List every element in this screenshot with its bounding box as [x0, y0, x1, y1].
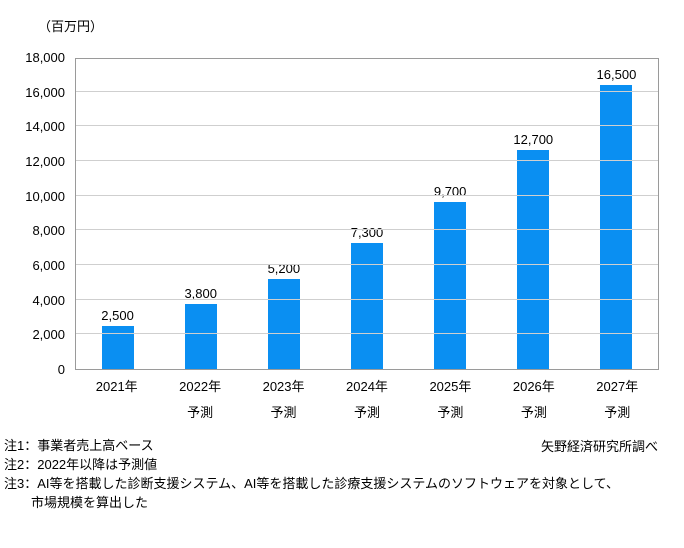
- gridline: [76, 333, 658, 335]
- bar-value-label: 2,500: [101, 307, 134, 323]
- x-tick-label: 2026年予測: [492, 376, 575, 421]
- x-tick-year: 2021年: [95, 379, 138, 394]
- bar-value-label: 12,700: [513, 132, 554, 148]
- x-tick-label: 2024年予測: [325, 376, 408, 421]
- bar-slot: 16,500: [575, 59, 658, 369]
- x-tick-forecast: 予測: [270, 405, 297, 420]
- y-tick-label: 2,000: [32, 327, 65, 343]
- bar-value-label: 9,700: [433, 183, 467, 199]
- plot-area: 2,500 3,800 5,200 7,300 9,700 12,700 16,500: [75, 58, 659, 370]
- x-tick-label: 2021年: [75, 376, 158, 421]
- bar-value-label: 5,200: [267, 261, 301, 277]
- y-tick-label: 14,000: [25, 119, 65, 135]
- bar-slot: 5,200: [242, 59, 325, 369]
- bar: [350, 243, 383, 369]
- footnote-3-continued: 市場規模を算出した: [31, 495, 149, 510]
- x-tick-year: 2026年: [512, 379, 555, 394]
- bar-slot: 12,700: [492, 59, 575, 369]
- bar: [600, 84, 633, 369]
- bar-slot: 9,700: [409, 59, 492, 369]
- bars-layer: 2,500 3,800 5,200 7,300 9,700 12,700 16,500: [76, 59, 658, 369]
- x-tick-forecast: 予測: [353, 405, 380, 420]
- x-tick-label: 2023年予測: [242, 376, 325, 421]
- bar: [101, 325, 134, 369]
- y-tick-label: 6,000: [32, 258, 65, 273]
- x-axis-labels: 2021年 2022年 予測 2023年 予測 2024年 予測 2025年 予測 2026年 予測…: [75, 376, 659, 421]
- y-tick-label: 8,000: [32, 223, 65, 239]
- x-tick-year: 2024年: [346, 379, 388, 394]
- x-tick-forecast: 予測: [520, 405, 547, 420]
- y-tick-label: 18,000: [25, 50, 65, 65]
- gridline: [76, 125, 658, 127]
- x-tick-forecast: 予測: [437, 405, 464, 420]
- x-tick-forecast: 予測: [187, 405, 214, 420]
- y-tick-label: 12,000: [25, 154, 65, 169]
- bar-value-label: 16,500: [596, 66, 637, 82]
- x-tick-label: 2022年予測: [158, 376, 241, 421]
- gridline: [76, 229, 658, 231]
- gridline: [76, 90, 658, 92]
- gridline: [76, 264, 658, 265]
- x-tick-year: 2025年: [429, 379, 472, 394]
- footnote-3: 注3：AI等を搭載した診断支援システム、AI等を搭載した診療支援システムのソフト…: [4, 476, 619, 491]
- bar-slot: 7,300: [325, 59, 408, 369]
- y-tick-label: 10,000: [25, 188, 65, 204]
- y-axis-unit-label: （百万円）: [38, 19, 104, 34]
- bar-slot: 3,800: [159, 59, 242, 369]
- x-tick-label: 2027年予測: [576, 376, 659, 421]
- bar: [267, 279, 300, 369]
- x-tick-label: 2025年予測: [409, 376, 492, 421]
- footnotes: 注1：事業者売上高ベース 注2：2022年以降は予測値 注3：AI等を搭載した診…: [4, 436, 619, 512]
- bar-value-label: 3,800: [184, 285, 217, 301]
- y-tick-label: 4,000: [32, 292, 65, 308]
- gridline: [76, 298, 658, 300]
- x-tick-forecast: 予測: [604, 405, 631, 420]
- bar: [184, 303, 217, 369]
- x-tick-forecast: [75, 402, 158, 417]
- gridline: [76, 160, 658, 161]
- x-tick-year: 2023年: [262, 379, 305, 394]
- x-tick-year: 2022年: [179, 379, 222, 394]
- y-axis-labels: 0 2,000 4,000 6,000 8,000 10,000 12,000 14,000 1…: [0, 50, 70, 377]
- footnote-1: 注1：事業者売上高ベース: [4, 438, 154, 453]
- bar-value-label: 7,300: [350, 225, 384, 241]
- y-tick-label: 0: [57, 362, 65, 377]
- bar-slot: 2,500: [76, 59, 159, 369]
- bar: [434, 201, 467, 369]
- y-tick-label: 16,000: [25, 84, 65, 100]
- footnote-2: 注2：2022年以降は予測値: [4, 457, 158, 472]
- x-tick-year: 2027年: [596, 379, 639, 394]
- bar: [517, 150, 550, 369]
- gridline: [76, 194, 658, 196]
- source-credit: 矢野経済研究所調べ: [540, 439, 658, 454]
